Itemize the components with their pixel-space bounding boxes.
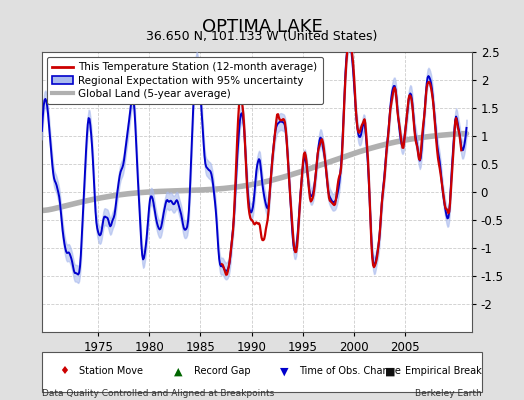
Text: Record Gap: Record Gap bbox=[194, 366, 250, 376]
Text: ▲: ▲ bbox=[174, 366, 182, 376]
Text: Station Move: Station Move bbox=[79, 366, 144, 376]
FancyBboxPatch shape bbox=[42, 352, 482, 392]
Y-axis label: Temperature Anomaly (°C): Temperature Anomaly (°C) bbox=[523, 118, 524, 266]
Text: Data Quality Controlled and Aligned at Breakpoints: Data Quality Controlled and Aligned at B… bbox=[42, 389, 274, 398]
Text: Time of Obs. Change: Time of Obs. Change bbox=[299, 366, 401, 376]
Text: OPTIMA LAKE: OPTIMA LAKE bbox=[202, 18, 322, 36]
Text: Empirical Break: Empirical Break bbox=[405, 366, 482, 376]
Text: 36.650 N, 101.133 W (United States): 36.650 N, 101.133 W (United States) bbox=[146, 30, 378, 43]
Legend: This Temperature Station (12-month average), Regional Expectation with 95% uncer: This Temperature Station (12-month avera… bbox=[47, 57, 323, 104]
Text: ♦: ♦ bbox=[60, 366, 70, 376]
Text: Berkeley Earth: Berkeley Earth bbox=[416, 389, 482, 398]
Text: ▼: ▼ bbox=[280, 366, 288, 376]
Text: ■: ■ bbox=[385, 366, 396, 376]
